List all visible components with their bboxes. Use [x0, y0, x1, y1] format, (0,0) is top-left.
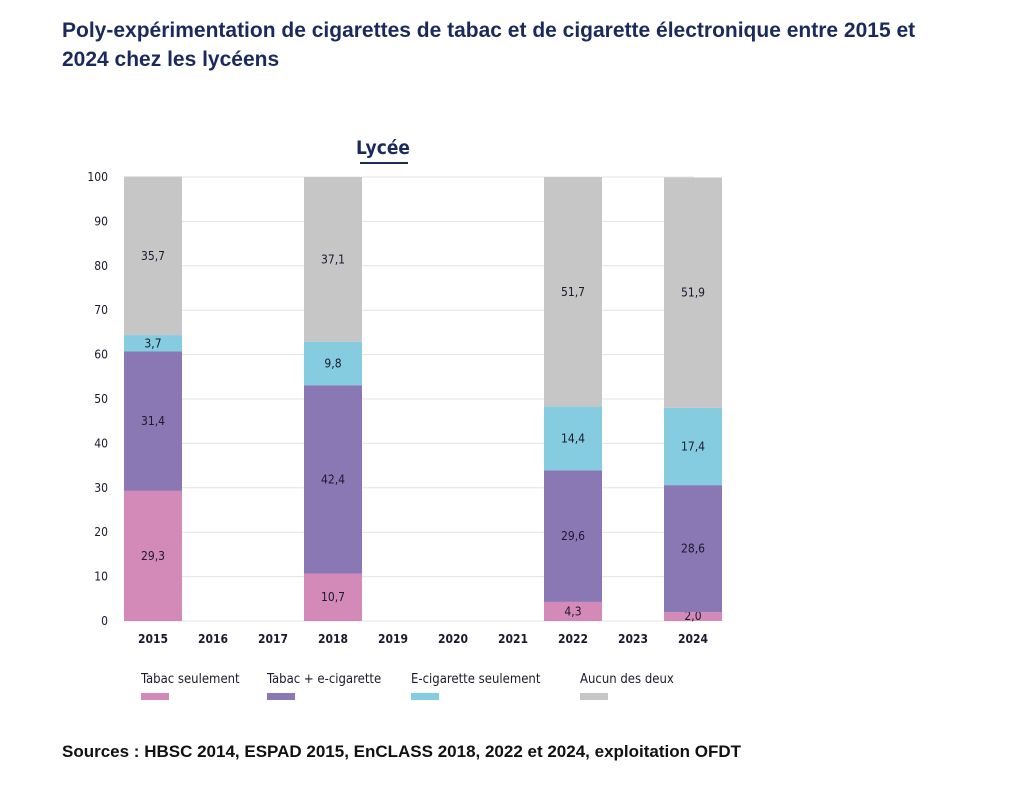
- data-label: 9,8: [324, 356, 341, 370]
- legend-swatch: [267, 693, 295, 700]
- x-axis: 2015 2016 2017 2018 2019 2020 2021 2022 2023 2024: [138, 632, 709, 646]
- y-tick-label: 70: [94, 303, 108, 317]
- bar-segment: [664, 407, 722, 486]
- y-tick-label: 20: [94, 525, 108, 539]
- data-label: 17,4: [681, 440, 705, 454]
- legend-label: Tabac seulement: [140, 672, 240, 687]
- bar-segment: [664, 485, 722, 613]
- legend-swatch: [411, 693, 439, 700]
- legend-swatch: [580, 693, 608, 700]
- data-label: 2,0: [684, 609, 701, 623]
- data-label: 35,7: [141, 249, 165, 263]
- y-tick-label: 30: [94, 481, 108, 495]
- data-label: 3,7: [144, 336, 161, 350]
- y-tick-label: 60: [94, 348, 108, 362]
- x-tick-label: 2023: [618, 632, 648, 646]
- legend-label: Tabac + e-cigarette: [266, 672, 381, 687]
- bar-segment: [124, 335, 182, 352]
- data-label: 42,4: [321, 472, 345, 486]
- x-tick-label: 2022: [558, 632, 588, 646]
- data-label: 29,3: [141, 549, 165, 563]
- x-tick-label: 2017: [258, 632, 288, 646]
- bar-segment: [544, 470, 602, 602]
- data-label: 4,3: [564, 604, 581, 618]
- y-tick-label: 100: [87, 170, 108, 184]
- legend-label: Aucun des deux: [580, 672, 674, 687]
- y-axis: 0 10 20 30 40 50 60 70 80 90 100: [87, 170, 108, 628]
- bar-segment: [124, 176, 182, 336]
- y-tick-label: 10: [94, 570, 108, 584]
- bars: 29,3 31,4 3,7 35,7 10,7 42,4 9,8 37,1 4,3 29,6 14,…: [124, 176, 722, 623]
- data-label: 28,6: [681, 542, 705, 556]
- bar-segment: [544, 601, 602, 621]
- data-label: 31,4: [141, 414, 165, 428]
- y-tick-label: 40: [94, 436, 108, 450]
- data-label: 37,1: [321, 252, 345, 266]
- data-label: 51,7: [561, 285, 585, 299]
- bar-segment: [544, 177, 602, 407]
- bar-segment: [304, 177, 362, 342]
- gridlines: [124, 176, 694, 622]
- legend: Tabac seulement Tabac + e-cigarette E-ciga…: [140, 672, 674, 700]
- y-tick-label: 80: [94, 259, 108, 273]
- source-note: Sources : HBSC 2014, ESPAD 2015, EnCLASS…: [62, 742, 742, 761]
- data-label: 51,9: [681, 286, 705, 300]
- chart-title: Lycée: [356, 137, 410, 159]
- bar-segment: [304, 385, 362, 574]
- bar-segment: [124, 490, 182, 621]
- bar-segment: [664, 177, 722, 408]
- x-tick-label: 2024: [678, 632, 709, 646]
- x-tick-label: 2020: [438, 632, 468, 646]
- y-tick-label: 0: [101, 614, 108, 628]
- x-tick-label: 2018: [318, 632, 348, 646]
- data-label: 10,7: [321, 590, 345, 604]
- x-tick-label: 2015: [138, 632, 168, 646]
- x-tick-label: 2021: [498, 632, 528, 646]
- bar-segment: [304, 573, 362, 621]
- data-label: 29,6: [561, 529, 585, 543]
- bar-segment: [544, 406, 602, 471]
- y-tick-label: 90: [94, 214, 108, 228]
- x-tick-label: 2019: [378, 632, 408, 646]
- bar-segment: [304, 341, 362, 386]
- y-tick-label: 50: [94, 392, 108, 406]
- legend-swatch: [141, 693, 169, 700]
- bar-segment: [124, 351, 182, 491]
- legend-label: E-cigarette seulement: [411, 672, 541, 687]
- bar-segment: [664, 612, 722, 621]
- data-label: 14,4: [561, 432, 585, 446]
- x-tick-label: 2016: [198, 632, 228, 646]
- page-title: Poly-expérimentation de cigarettes de ta…: [62, 19, 916, 71]
